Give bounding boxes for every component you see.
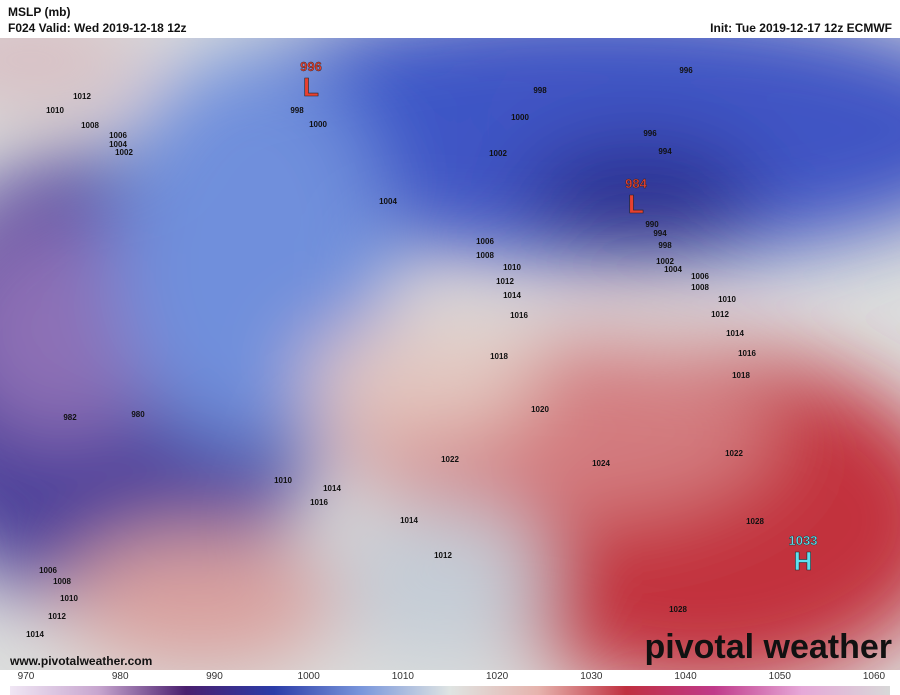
contour-label: 1002	[115, 148, 133, 157]
contour-label: 1006	[476, 237, 494, 246]
contour-label: 1012	[711, 310, 729, 319]
center-value: 984	[625, 176, 647, 191]
contour-label: 1020	[531, 405, 549, 414]
contour-label: 1010	[718, 295, 736, 304]
contour-label: 1006	[39, 566, 57, 575]
contour-label: 990	[645, 220, 659, 229]
contour-label: 1008	[53, 577, 71, 586]
contour-label: 1002	[656, 257, 674, 266]
title: MSLP (mb)	[8, 5, 70, 19]
center-label: L	[628, 189, 644, 219]
contour-label: 1012	[496, 277, 514, 286]
contour-label: 1014	[503, 291, 521, 300]
contour-label: 1016	[510, 311, 528, 320]
colorbar-tick-label: 1000	[298, 671, 321, 682]
contour-label: 994	[658, 147, 672, 156]
center-value: 996	[300, 59, 322, 74]
contour-label: 1018	[490, 352, 508, 361]
header-bar	[0, 0, 900, 38]
init-time: Init: Tue 2019-12-17 12z ECMWF	[710, 21, 892, 35]
contour-label: 1010	[274, 476, 292, 485]
contour-label: 1014	[26, 630, 44, 639]
contour-label: 1008	[476, 251, 494, 260]
contour-label: 1010	[46, 106, 64, 115]
contour-label: 1012	[73, 92, 91, 101]
colorbar-tick-label: 1010	[392, 671, 415, 682]
center-value: 1033	[789, 533, 818, 548]
contour-label: 1014	[726, 329, 744, 338]
contour-label: 996	[679, 66, 693, 75]
contour-label: 994	[653, 229, 667, 238]
contour-label: 1014	[323, 484, 341, 493]
contour-label: 1012	[434, 551, 452, 560]
colorbar	[10, 686, 890, 695]
watermark: pivotal weather	[644, 628, 892, 666]
contour-label: 998	[290, 106, 304, 115]
contour-label: 1010	[60, 594, 78, 603]
contour-label: 1006	[691, 272, 709, 281]
contour-label: 1008	[691, 283, 709, 292]
website: www.pivotalweather.com	[9, 654, 152, 668]
contour-label: 1004	[109, 140, 127, 149]
contour-label: 1022	[725, 449, 743, 458]
contour-label: 998	[658, 241, 672, 250]
colorbar-tick-label: 1050	[769, 671, 792, 682]
contour-label: 1004	[664, 265, 682, 274]
contour-label: 1028	[669, 605, 687, 614]
contour-label: 980	[131, 410, 145, 419]
contour-label: 982	[63, 413, 77, 422]
contour-label: 1012	[48, 612, 66, 621]
contour-label: 1008	[81, 121, 99, 130]
contour-label: 1010	[503, 263, 521, 272]
contour-label: 1000	[511, 113, 529, 122]
contour-label: 1014	[400, 516, 418, 525]
contour-label: 1004	[379, 197, 397, 206]
contour-label: 1024	[592, 459, 610, 468]
contour-label: 1006	[109, 131, 127, 140]
colorbar-tick-label: 1040	[674, 671, 697, 682]
colorbar-tick-label: 990	[206, 671, 223, 682]
contour-label: 996	[643, 129, 657, 138]
center-label: L	[303, 72, 319, 102]
contour-label: 1000	[309, 120, 327, 129]
colorbar-tick-label: 1060	[863, 671, 886, 682]
center-label: H	[794, 546, 813, 576]
valid-time: F024 Valid: Wed 2019-12-18 12z	[8, 21, 187, 35]
contour-label: 1022	[441, 455, 459, 464]
contour-label: 998	[533, 86, 547, 95]
contour-label: 1016	[738, 349, 756, 358]
contour-label: 1028	[746, 517, 764, 526]
colorbar-tick-label: 1030	[580, 671, 603, 682]
contour-label: 1018	[732, 371, 750, 380]
contour-label: 1002	[489, 149, 507, 158]
colorbar-tick-label: 980	[112, 671, 129, 682]
contour-label: 1016	[310, 498, 328, 507]
colorbar-tick-label: 1020	[486, 671, 509, 682]
colorbar-tick-label: 970	[18, 671, 35, 682]
